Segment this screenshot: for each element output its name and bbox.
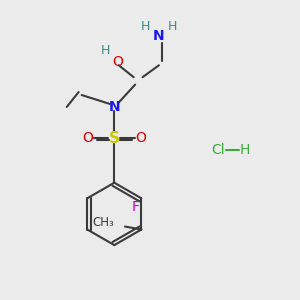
Text: H: H	[240, 143, 250, 157]
Text: S: S	[109, 130, 120, 146]
Text: H: H	[141, 20, 150, 33]
Text: F: F	[131, 200, 140, 214]
Text: N: N	[109, 100, 120, 114]
Text: O: O	[112, 55, 123, 69]
Text: O: O	[82, 131, 93, 145]
Text: O: O	[136, 131, 146, 145]
Text: H: H	[168, 20, 177, 33]
Text: H: H	[101, 44, 110, 57]
Text: Cl: Cl	[212, 143, 225, 157]
Text: N: N	[153, 28, 165, 43]
Text: CH₃: CH₃	[93, 216, 115, 229]
